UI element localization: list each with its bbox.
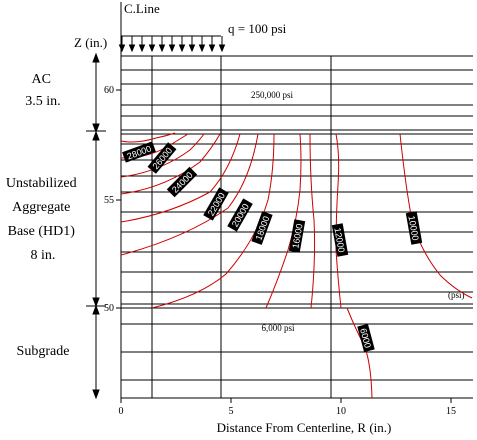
contour-line-12000 bbox=[309, 133, 316, 309]
layer-thickness-arrows bbox=[86, 52, 106, 400]
contour-value-label: 12000 bbox=[331, 223, 349, 257]
load-arrow-head bbox=[118, 44, 126, 53]
z-axis-label: Z (in.) bbox=[74, 35, 107, 50]
contour-lines bbox=[120, 132, 473, 399]
contour-value-label: 28000 bbox=[122, 141, 156, 163]
layer-name-subgrade: Subgrade bbox=[17, 344, 70, 359]
contour-line-16000 bbox=[151, 133, 275, 309]
contour-label-box bbox=[147, 142, 177, 174]
x-tick-label: 10 bbox=[336, 406, 346, 417]
load-arrow-head bbox=[178, 44, 186, 53]
contour-label-text: 16000 bbox=[290, 223, 304, 249]
units-label: (psi) bbox=[448, 290, 465, 300]
contour-value-label: 10000 bbox=[405, 211, 423, 245]
contour-label-box bbox=[122, 141, 156, 163]
contour-line-6000 bbox=[346, 307, 373, 399]
contour-label-box bbox=[357, 323, 375, 353]
load-label: q = 100 psi bbox=[228, 21, 287, 36]
contour-label-box bbox=[288, 219, 306, 253]
subgrade-modulus-label: 6,000 psi bbox=[261, 323, 295, 333]
contour-label-box bbox=[227, 198, 253, 232]
contour-label-text: 22000 bbox=[206, 191, 227, 218]
contour-label-text: 10000 bbox=[406, 215, 420, 241]
x-tick-label: 15 bbox=[446, 406, 456, 417]
contour-label-box bbox=[203, 187, 229, 221]
load-arrow-head bbox=[128, 44, 136, 53]
load-arrow-head bbox=[158, 44, 166, 53]
load-arrow-head bbox=[198, 44, 206, 53]
contour-line-28000 bbox=[120, 132, 176, 143]
contour-label-box bbox=[405, 211, 423, 245]
load-arrow-head bbox=[168, 44, 176, 53]
contour-label-box bbox=[251, 211, 273, 245]
contour-label-box bbox=[331, 223, 349, 257]
load-arrow-head bbox=[208, 44, 216, 53]
contour-label-text: 12000 bbox=[332, 227, 346, 253]
contour-value-label: 24000 bbox=[166, 166, 198, 198]
load-arrow-head bbox=[218, 44, 226, 53]
contour-label-box bbox=[166, 166, 198, 198]
contour-line-10000 bbox=[335, 133, 342, 309]
contour-label-text: 20000 bbox=[230, 202, 251, 229]
load-arrow-head bbox=[148, 44, 156, 53]
z-tick-label: 55 bbox=[104, 195, 114, 206]
z-tick-label: 50 bbox=[104, 303, 114, 314]
z-tick-label: 60 bbox=[104, 85, 114, 96]
x-tick-label: 5 bbox=[229, 406, 234, 417]
contour-line-20000 bbox=[120, 133, 241, 223]
load-arrow-head bbox=[188, 44, 196, 53]
load-arrow-head bbox=[138, 44, 146, 53]
contour-line-22000 bbox=[120, 133, 221, 195]
contour-label-text: 28000 bbox=[126, 143, 153, 161]
centerline-label: C.Line bbox=[124, 1, 160, 16]
x-axis-title: Distance From Centerline, R (in.) bbox=[217, 420, 392, 435]
layer-name-ac: AC 3.5 in. bbox=[25, 72, 60, 109]
contour-value-label: 18000 bbox=[251, 211, 273, 245]
contour-label-text: 18000 bbox=[253, 215, 271, 242]
load-arrows bbox=[118, 2, 226, 53]
contour-line-24000 bbox=[120, 133, 205, 178]
layer-name-base: Unstabilized Aggregate Base (HD1) 8 in. bbox=[6, 176, 80, 263]
x-tick-label: 0 bbox=[119, 406, 124, 417]
ac-modulus-label: 250,000 psi bbox=[251, 90, 294, 100]
contour-value-label: 16000 bbox=[288, 219, 306, 253]
contour-line-18000 bbox=[120, 133, 259, 256]
